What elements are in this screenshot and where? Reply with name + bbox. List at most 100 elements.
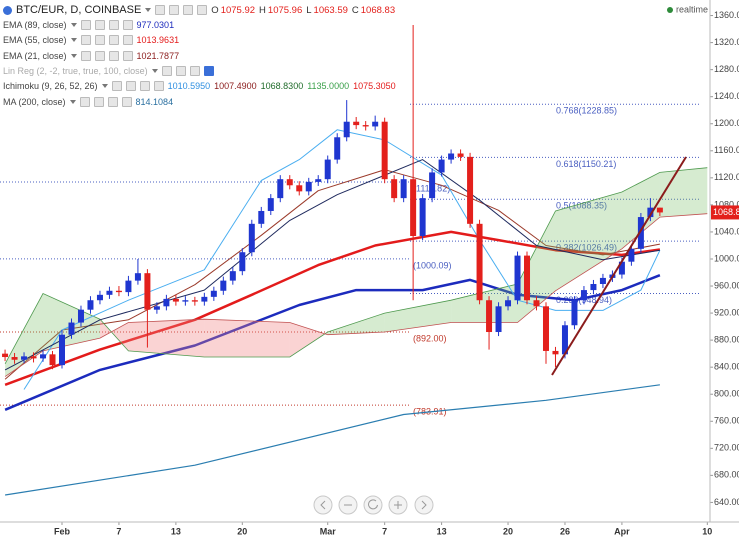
legend-icon[interactable] [108,50,119,61]
cloud-segment [327,313,385,335]
legend-icon[interactable] [161,65,172,76]
indicator-row: EMA (55, close) 1013.9631 [3,33,180,48]
indicator-row: MA (200, close) 814.1084 [3,94,174,109]
legend-icon[interactable] [189,65,200,76]
candle-body [590,284,597,291]
candle-body [628,248,635,262]
cloud-segment [659,167,708,218]
reset-button[interactable] [363,495,383,515]
candle-body [191,300,198,302]
indicator-row: EMA (21, close) 1021.7877 [3,48,180,63]
legend-icon[interactable] [153,81,164,92]
legend-icon[interactable] [107,96,118,107]
y-tick-label: 840.00 [714,362,739,372]
indicator-value: 814.1084 [135,96,174,107]
candle-body [315,179,322,182]
y-tick-label: 800.00 [714,389,739,399]
indicator-value: 1007.4900 [214,81,257,92]
cloud-segment [384,300,452,332]
x-tick-label: 26 [560,526,570,536]
indicator-line [5,384,660,496]
legend-icon[interactable] [108,35,119,46]
fib-label: 0.768(1228.85) [556,106,617,116]
last-price-label: 1068.83 [713,207,739,217]
cloud-segment [621,172,660,249]
x-tick-label: 10 [702,526,712,536]
legend-icon[interactable] [94,35,105,46]
candle-body [239,252,246,272]
candle-body [419,198,426,236]
legend-icon[interactable] [197,5,208,15]
candle-body [286,179,293,186]
legend-icon[interactable] [80,20,91,30]
candle-body [656,207,663,213]
trend-line[interactable] [551,156,687,376]
candle-body [353,121,360,126]
y-tick-label: 1080.00 [714,199,739,209]
legend-icon[interactable] [125,81,136,92]
candle-body [163,298,170,307]
indicator-value: 1068.8300 [260,81,304,92]
x-tick-label: Feb [54,526,71,536]
cloud-segment [128,319,205,357]
x-tick-label: 7 [382,526,387,536]
legend-icon[interactable] [183,5,194,15]
candle-body [201,296,208,302]
legend-icon[interactable] [122,20,133,30]
y-tick-label: 720.00 [714,443,739,453]
candle-body [334,137,341,160]
y-tick-label: 1120.00 [714,172,739,182]
indicator-value: 1075.3050 [353,81,396,92]
legend-icon[interactable] [122,35,133,46]
legend-icon[interactable] [94,20,105,30]
dropdown-arrow [145,8,152,12]
legend-icon[interactable] [203,65,214,76]
y-tick-label: 680.00 [714,470,739,480]
candle-body [68,322,75,335]
cloud-segment [204,319,290,357]
legend-icon[interactable] [79,96,90,107]
candle-body [248,223,255,253]
ohlc-key: C [351,4,359,16]
candle-body [429,172,436,199]
candle-body [106,290,113,295]
candle-body [571,300,578,326]
legend-icon[interactable] [111,81,122,92]
candle-body [561,325,568,355]
legend-icon[interactable] [80,35,91,46]
candle-body [467,156,474,224]
candle-body [305,181,312,192]
legend-icon[interactable] [139,81,150,92]
candle-body [514,255,521,301]
scroll-right-button[interactable] [414,495,434,515]
legend-icon[interactable] [122,50,133,61]
candle-body [410,179,417,236]
legend-icon[interactable] [121,96,132,107]
indicator-name: EMA (89, close) [3,20,67,30]
candle-body [267,198,274,211]
last-price-tag [711,205,739,220]
candle-body [486,300,493,333]
zoom-controls [313,495,434,515]
legend-icon[interactable] [80,50,91,61]
legend-icon[interactable] [108,20,119,30]
scroll-left-button[interactable] [313,495,333,515]
candle-body [144,273,151,310]
candle-body [552,350,559,355]
cloud-span-line [4,167,708,364]
legend-icon[interactable] [155,5,166,15]
candle-body [153,306,160,310]
dropdown-arrow [151,68,158,73]
candle-body [372,121,379,127]
candle-body [134,273,141,281]
candle-body [524,255,531,301]
indicator-line [4,169,660,380]
legend-icon[interactable] [93,96,104,107]
candle-body [49,354,56,366]
realtime-label: realtime [676,4,708,14]
legend-icon[interactable] [175,65,186,76]
realtime-dot [667,7,673,13]
candle-body [448,153,455,160]
legend-icon[interactable] [169,5,180,15]
legend-icon[interactable] [94,50,105,61]
